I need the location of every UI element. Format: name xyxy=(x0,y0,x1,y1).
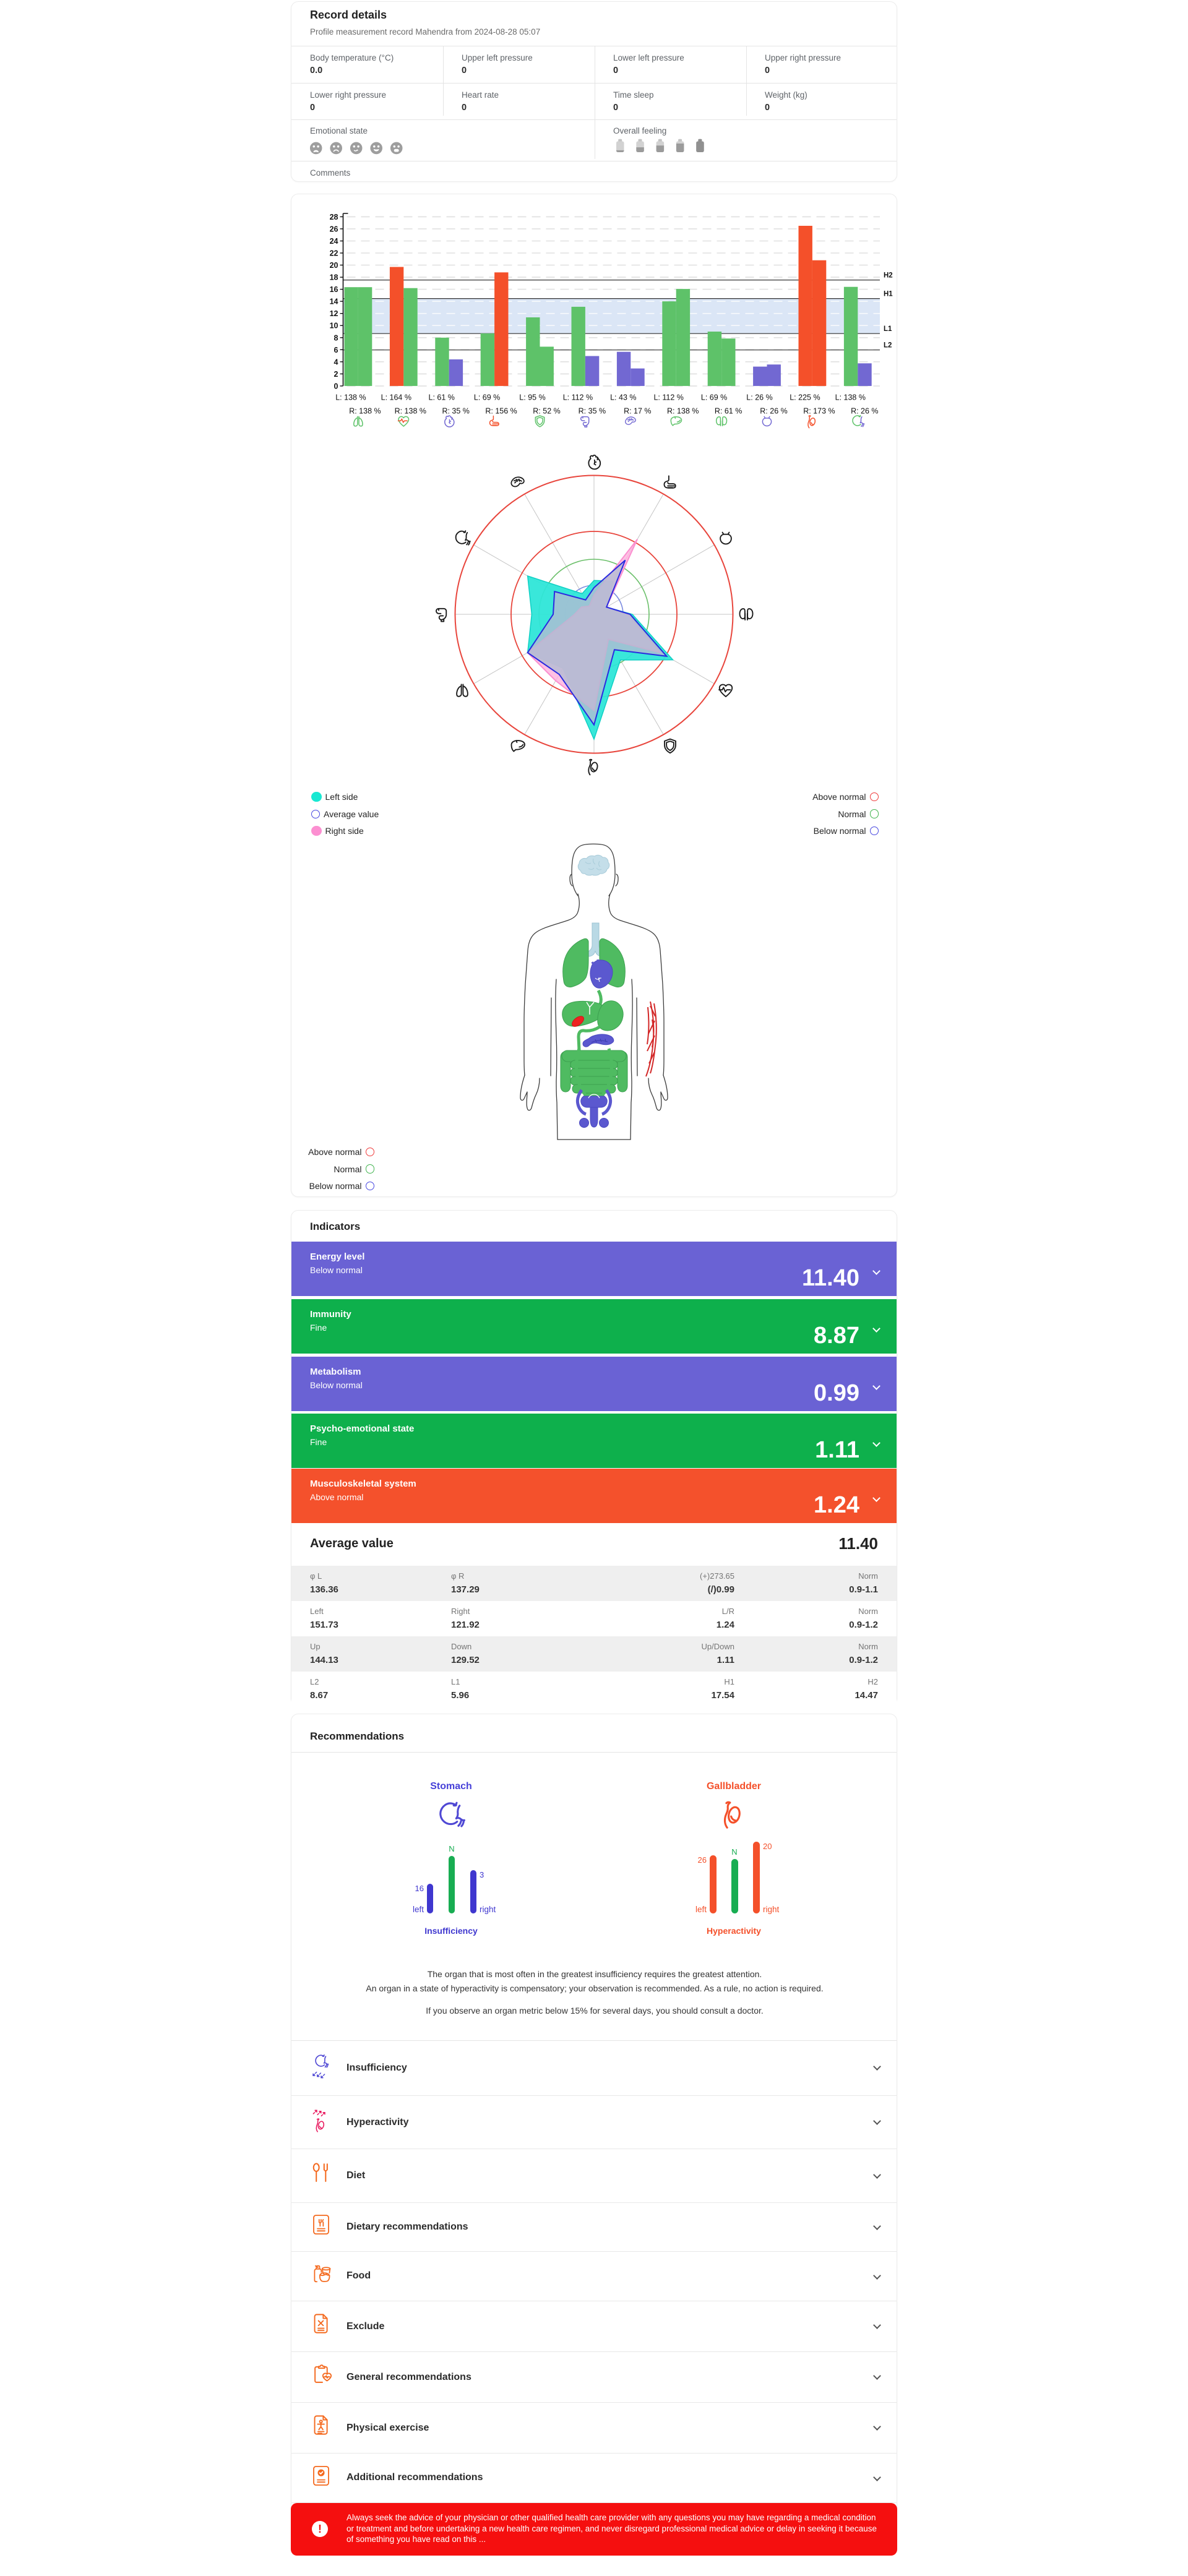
svg-text:R: 61 %: R: 61 % xyxy=(715,407,742,416)
svg-text:24: 24 xyxy=(330,237,338,246)
svg-text:L2: L2 xyxy=(884,342,892,350)
svg-text:12: 12 xyxy=(330,309,338,318)
svg-text:20: 20 xyxy=(763,1842,772,1851)
svg-text:L: 69 %: L: 69 % xyxy=(474,393,500,402)
svg-text:3: 3 xyxy=(480,1870,484,1879)
svg-text:H1: H1 xyxy=(884,291,893,298)
svg-text:R: 138 %: R: 138 % xyxy=(349,407,381,416)
svg-text:8: 8 xyxy=(334,333,338,342)
svg-text:2: 2 xyxy=(334,370,338,379)
svg-text:4: 4 xyxy=(334,358,338,366)
svg-text:R: 26 %: R: 26 % xyxy=(760,407,787,416)
svg-text:L: 112 %: L: 112 % xyxy=(653,393,683,402)
svg-text:R: 35 %: R: 35 % xyxy=(442,407,469,416)
svg-text:N: N xyxy=(449,1844,454,1853)
svg-text:right: right xyxy=(763,1905,780,1914)
svg-text:H2: H2 xyxy=(884,272,893,280)
svg-text:L: 26 %: L: 26 % xyxy=(746,393,772,402)
svg-text:L: 95 %: L: 95 % xyxy=(519,393,545,402)
svg-text:R: 173 %: R: 173 % xyxy=(803,407,835,416)
svg-text:R: 17 %: R: 17 % xyxy=(624,407,651,416)
svg-text:L: 138 %: L: 138 % xyxy=(335,393,366,402)
svg-text:R: 35 %: R: 35 % xyxy=(579,407,606,416)
svg-text:16: 16 xyxy=(330,285,338,294)
svg-text:L: 138 %: L: 138 % xyxy=(835,393,866,402)
svg-text:10: 10 xyxy=(330,322,338,330)
svg-text:R: 138 %: R: 138 % xyxy=(667,407,699,416)
svg-text:6: 6 xyxy=(334,346,338,354)
svg-text:16: 16 xyxy=(415,1884,424,1893)
svg-text:R: 52 %: R: 52 % xyxy=(533,407,560,416)
svg-text:0: 0 xyxy=(334,382,338,390)
svg-text:L: 225 %: L: 225 % xyxy=(790,393,820,402)
svg-text:L: 69 %: L: 69 % xyxy=(701,393,727,402)
svg-text:L1: L1 xyxy=(884,325,892,333)
svg-text:R: 26 %: R: 26 % xyxy=(851,407,878,416)
svg-text:L: 43 %: L: 43 % xyxy=(610,393,636,402)
svg-text:L: 164 %: L: 164 % xyxy=(381,393,411,402)
svg-text:14: 14 xyxy=(330,298,338,306)
svg-text:18: 18 xyxy=(330,273,338,282)
svg-text:right: right xyxy=(480,1905,496,1914)
svg-text:left: left xyxy=(695,1905,707,1914)
svg-text:26: 26 xyxy=(330,225,338,233)
svg-text:R: 138 %: R: 138 % xyxy=(395,407,426,416)
svg-text:28: 28 xyxy=(330,213,338,221)
svg-text:26: 26 xyxy=(698,1855,707,1865)
svg-text:20: 20 xyxy=(330,261,338,270)
svg-text:22: 22 xyxy=(330,249,338,258)
svg-text:L: 112 %: L: 112 % xyxy=(563,393,593,402)
svg-text:R: 156 %: R: 156 % xyxy=(485,407,517,416)
svg-text:L: 61 %: L: 61 % xyxy=(429,393,455,402)
svg-text:left: left xyxy=(413,1905,424,1914)
svg-text:N: N xyxy=(731,1847,737,1857)
